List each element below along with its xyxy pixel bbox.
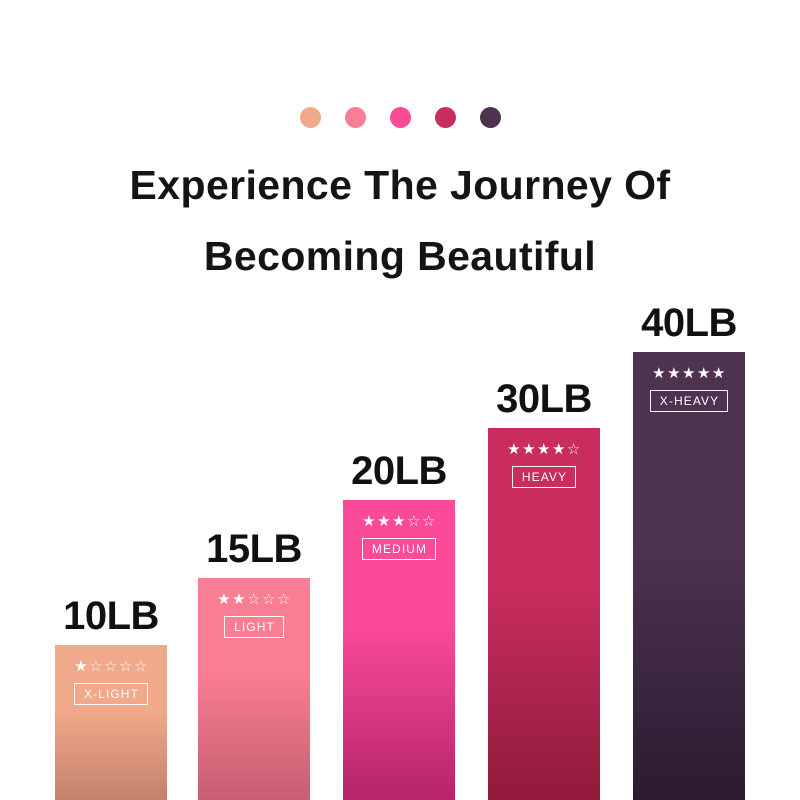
star-empty-icon: ☆ [118,658,133,675]
dot-heavy [434,107,456,128]
star-empty-icon: ☆ [89,658,104,675]
dot-x-heavy [479,107,501,128]
star-empty-icon: ☆ [104,658,118,675]
star-filled-icon: ★ [652,365,667,382]
bar-20lb-badge-group: ★ ★ ★ ☆ ☆ MEDIUM [343,514,455,560]
bar-10lb-weight-label: 10LB [63,594,159,638]
star-filled-icon: ★ [217,591,232,608]
star-filled-icon: ★ [362,513,377,530]
bar-15lb[interactable]: 15LB ★ ★ ☆ ☆ ☆ LIGHT [198,527,310,800]
bar-10lb-badge-group: ★ ☆ ☆ ☆ ☆ X-LIGHT [55,659,167,705]
bar-10lb-column: ★ ☆ ☆ ☆ ☆ X-LIGHT [55,645,167,800]
star-filled-icon: ★ [392,513,406,530]
star-empty-icon: ☆ [133,658,148,675]
bar-30lb-star-rating: ★ ★ ★ ★ ☆ [507,442,581,457]
star-filled-icon: ★ [537,441,551,458]
star-empty-icon: ☆ [276,591,291,608]
bar-30lb-tier-badge: HEAVY [511,466,577,488]
title-line-1: Experience The Journey Of [129,162,671,208]
bar-30lb-badge-group: ★ ★ ★ ★ ☆ HEAVY [488,442,600,488]
star-filled-icon: ★ [507,441,522,458]
bar-40lb-column: ★ ★ ★ ★ ★ X-HEAVY [633,352,745,800]
star-filled-icon: ★ [711,365,726,382]
bar-30lb-weight-label: 30LB [496,377,592,421]
star-empty-icon: ☆ [261,591,276,608]
page-title: Experience The Journey Of Becoming Beaut… [0,150,800,291]
star-empty-icon: ☆ [566,441,581,458]
bar-40lb-star-rating: ★ ★ ★ ★ ★ [652,366,726,381]
bar-10lb-star-rating: ★ ☆ ☆ ☆ ☆ [74,659,148,674]
star-empty-icon: ☆ [247,591,261,608]
bar-10lb-tier-badge: X-LIGHT [73,683,149,705]
star-filled-icon: ★ [232,591,247,608]
bar-20lb-weight-label: 20LB [351,449,447,493]
star-empty-icon: ☆ [406,513,421,530]
dot-light [344,107,366,128]
bar-40lb-badge-group: ★ ★ ★ ★ ★ X-HEAVY [633,366,745,412]
dot-x-light [299,107,321,128]
color-swatch-row [0,107,800,128]
bar-20lb-tier-badge: MEDIUM [361,538,437,560]
star-filled-icon: ★ [696,365,711,382]
bar-10lb[interactable]: 10LB ★ ☆ ☆ ☆ ☆ X-LIGHT [55,594,167,800]
bar-30lb[interactable]: 30LB ★ ★ ★ ★ ☆ HEAVY [488,377,600,800]
bar-15lb-column: ★ ★ ☆ ☆ ☆ LIGHT [198,578,310,800]
star-filled-icon: ★ [551,441,566,458]
bar-40lb-weight-label: 40LB [641,301,737,345]
bar-20lb[interactable]: 20LB ★ ★ ★ ☆ ☆ MEDIUM [343,449,455,800]
bar-30lb-column: ★ ★ ★ ★ ☆ HEAVY [488,428,600,800]
bar-40lb[interactable]: 40LB ★ ★ ★ ★ ★ X-HEAVY [633,301,745,800]
star-filled-icon: ★ [74,658,89,675]
star-filled-icon: ★ [667,365,682,382]
bar-40lb-tier-badge: X-HEAVY [649,390,729,412]
star-empty-icon: ☆ [421,513,436,530]
star-filled-icon: ★ [522,441,537,458]
title-line-2: Becoming Beautiful [203,232,597,279]
dot-medium [389,107,411,128]
bar-15lb-star-rating: ★ ★ ☆ ☆ ☆ [217,592,291,607]
bar-15lb-weight-label: 15LB [206,527,302,571]
bar-20lb-column: ★ ★ ★ ☆ ☆ MEDIUM [343,500,455,800]
bar-15lb-badge-group: ★ ★ ☆ ☆ ☆ LIGHT [198,592,310,638]
star-filled-icon: ★ [682,365,696,382]
bar-15lb-tier-badge: LIGHT [224,616,284,638]
bar-20lb-star-rating: ★ ★ ★ ☆ ☆ [362,514,436,529]
star-filled-icon: ★ [377,513,392,530]
